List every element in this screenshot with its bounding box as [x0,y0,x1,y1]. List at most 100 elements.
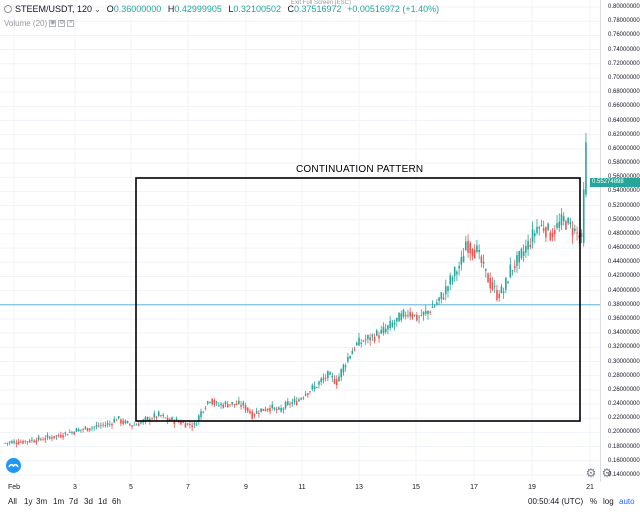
candle-body [335,379,338,386]
auto-scale-toggle[interactable]: auto [619,497,635,506]
range-7d[interactable]: 7d [69,497,78,506]
range-6h[interactable]: 6h [112,497,121,506]
candle-body [331,375,334,378]
candle-body [469,243,472,254]
volume-label: Volume (20) [4,19,48,28]
candle-body [204,407,207,409]
candle-body [137,423,140,426]
y-tick-label: 0.28000000 [608,372,640,379]
range-1y[interactable]: 1y [24,497,33,506]
close-icon[interactable]: × [67,20,75,27]
candle-body [304,394,307,396]
gear-icon[interactable]: ⚙ [585,466,597,480]
candle-body [229,404,231,406]
y-tick-label: 0.72000000 [608,60,640,67]
change-value: +0.00516972 (+1.40%) [347,4,440,14]
candle-body [298,399,300,402]
open-value: 0.36000000 [113,4,162,14]
candle-body [576,232,578,234]
candle-body [311,385,314,390]
candle-body [153,413,156,418]
eye-icon[interactable]: ◉ [49,20,57,27]
candle-body [416,314,418,321]
candle-body [565,221,567,230]
candle-body [313,385,316,390]
y-tick-label: 0.42000000 [608,273,640,280]
candle-body [451,277,454,282]
candle-body [64,432,67,434]
candle-body [20,441,22,443]
y-tick-label: 0.44000000 [608,259,640,266]
candle-body [549,232,552,241]
candle-body [182,422,185,424]
candle-body [525,245,527,253]
candle-body [160,415,162,417]
candle-body [146,416,149,421]
candle-body [218,405,220,407]
candle-body [373,337,376,342]
y-tick-label: 0.30000000 [608,358,640,365]
candle-body [338,376,340,382]
y-tick-label: 0.46000000 [608,245,640,252]
chart-plot-area[interactable] [0,0,600,482]
axis-settings-icon[interactable]: ⚙ [601,466,613,480]
chevron-down-icon[interactable]: ⌄ [94,4,101,14]
candle-body [355,342,358,346]
candle-body [157,411,160,416]
candle-body [320,378,322,383]
range-3m[interactable]: 3m [36,497,48,506]
settings-icon[interactable]: ⚙ [58,20,66,27]
candle-body [24,440,27,442]
candle-body [278,407,280,410]
price-axis[interactable] [600,0,640,482]
range-1m[interactable]: 1m [53,497,65,506]
candle-body [144,417,147,421]
candle-body [413,314,416,316]
candle-body [206,401,209,404]
candle-body [315,387,318,388]
candle-body [547,223,549,230]
candle-body [220,403,222,406]
tradingview-logo-icon[interactable] [6,458,21,473]
log-toggle[interactable]: log [603,497,614,506]
candle-body [396,317,398,322]
y-tick-label: 0.36000000 [608,315,640,322]
range-3d[interactable]: 3d [84,497,93,506]
symbol-label: STEEM/USDT, 120 [15,4,93,14]
candle-body [62,435,64,438]
candle-body [533,233,536,237]
x-tick-label: 15 [412,484,420,491]
y-tick-label: 0.80000000 [608,4,640,11]
symbol-selector[interactable]: STEEM/USDT, 120 ⌄ [4,4,101,14]
candle-body [571,227,574,236]
price-chart[interactable] [0,0,600,482]
x-tick-label: 5 [129,484,133,491]
candle-body [102,424,104,426]
candle-body [367,334,369,339]
range-1d[interactable]: 1d [98,497,107,506]
candle-body [115,420,118,421]
candle-body [498,293,500,298]
candle-body [511,270,514,271]
candle-body [82,429,84,430]
candle-body [509,264,512,278]
exit-fullscreen-hint: Exit Full Screen (ESC) [291,0,352,6]
x-tick-label: 3 [73,484,77,491]
candle-body [246,407,249,412]
percent-toggle[interactable]: % [590,497,598,506]
candle-body [536,226,538,233]
candle-body [449,275,452,285]
candle-body [344,365,347,367]
candle-body [295,401,298,406]
candle-body [309,391,311,393]
candle-body [140,422,142,424]
range-all[interactable]: All [8,497,17,506]
candle-body [360,342,363,344]
y-tick-label: 0.18000000 [608,443,640,450]
y-tick-label: 0.74000000 [608,46,640,53]
candle-body [57,435,60,437]
volume-indicator-legend[interactable]: Volume (20) ◉ ⚙ × [4,19,75,28]
utc-clock[interactable]: 00:50:44 (UTC) [528,497,584,506]
candle-body [393,322,396,325]
candle-body [505,277,507,290]
